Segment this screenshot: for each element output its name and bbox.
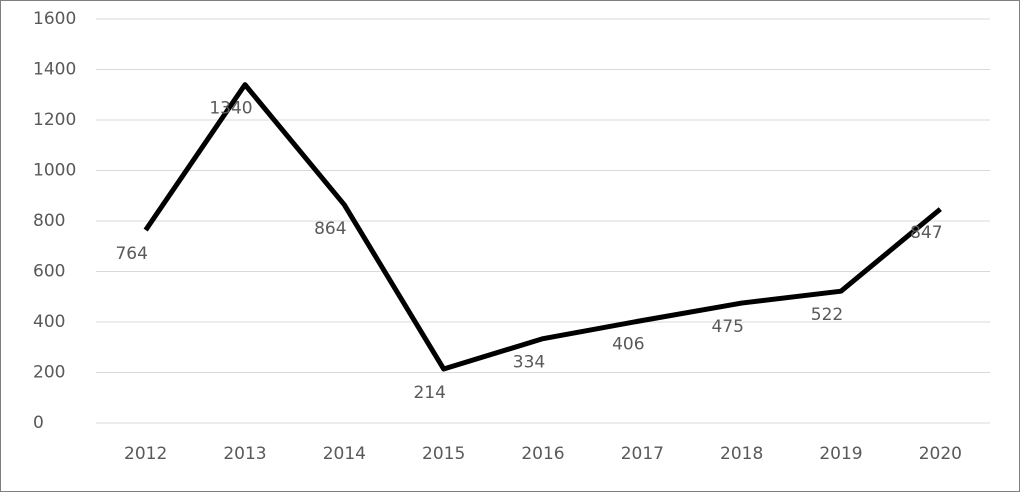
data-label: 406 [612, 334, 644, 354]
y-tick-label: 600 [33, 262, 65, 282]
x-tick-label: 2018 [720, 444, 763, 464]
data-label: 1340 [209, 99, 252, 119]
x-tick-label: 2016 [521, 444, 564, 464]
data-label: 214 [413, 383, 445, 403]
x-tick-label: 2017 [621, 444, 664, 464]
data-line [143, 82, 942, 372]
data-label: 764 [115, 244, 147, 264]
data-label: 475 [711, 317, 743, 337]
data-label: 864 [314, 219, 346, 239]
y-tick-label: 0 [33, 413, 44, 433]
y-tick-label: 1400 [33, 60, 76, 80]
data-label: 522 [811, 305, 843, 325]
y-tick-label: 800 [33, 211, 65, 231]
y-tick-label: 1600 [33, 9, 76, 29]
x-tick-label: 2014 [323, 444, 366, 464]
x-tick-label: 2020 [919, 444, 962, 464]
data-label: 334 [513, 353, 545, 373]
x-tick-label: 2019 [819, 444, 862, 464]
y-tick-label: 200 [33, 363, 65, 383]
y-tick-label: 1200 [33, 110, 76, 130]
x-tick-label: 2015 [422, 444, 465, 464]
x-tick-label: 2012 [124, 444, 167, 464]
x-tick-label: 2013 [223, 444, 266, 464]
y-tick-label: 1000 [33, 161, 76, 181]
y-tick-label: 400 [33, 312, 65, 332]
data-label: 847 [910, 223, 942, 243]
